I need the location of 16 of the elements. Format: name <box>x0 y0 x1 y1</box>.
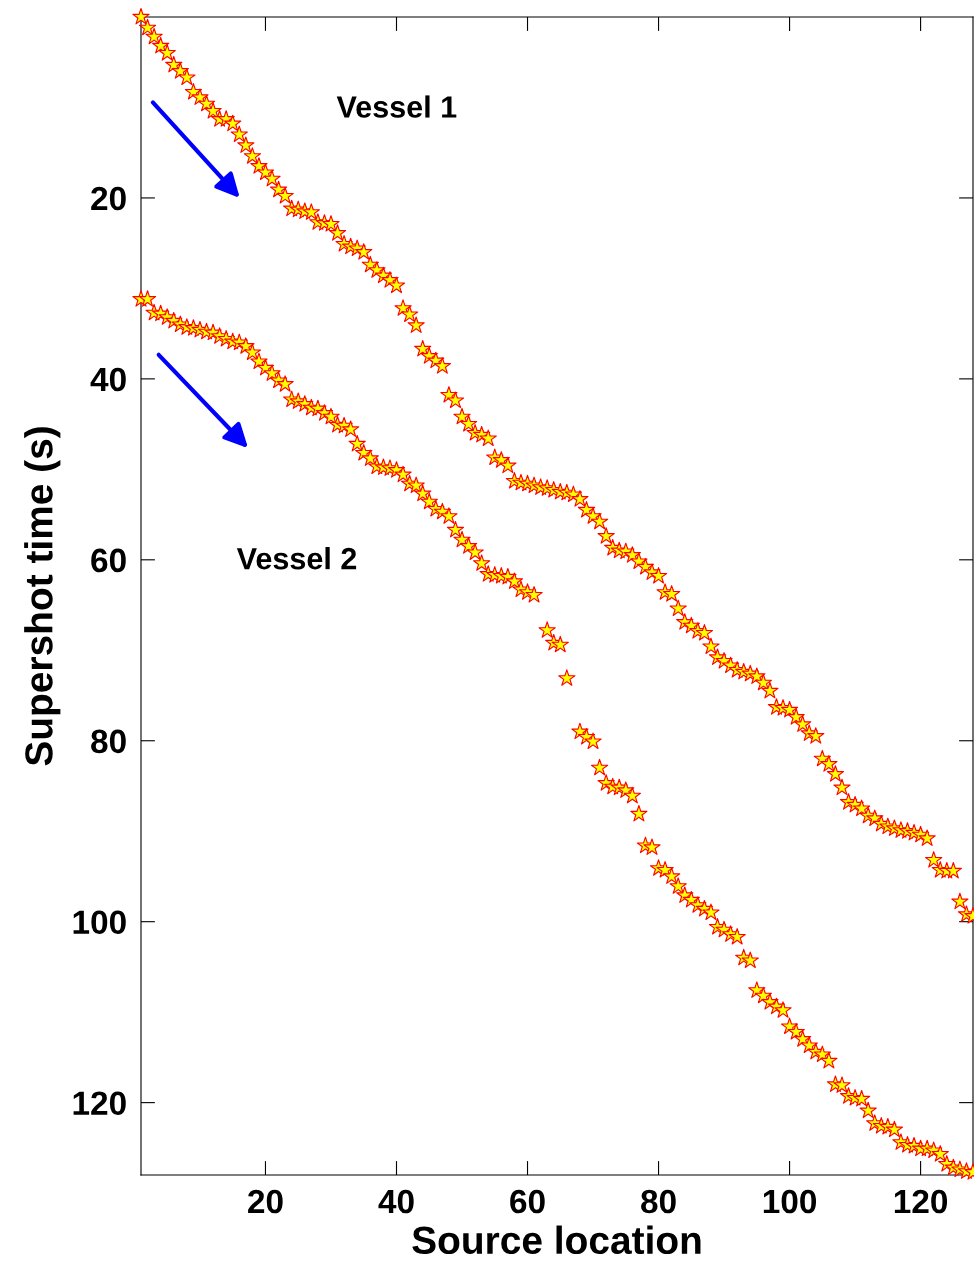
y-tick-label: 80 <box>91 729 126 754</box>
x-tick-label: 20 <box>248 1189 283 1214</box>
y-axis-title: Supershot time (s) <box>24 427 61 766</box>
y-tick-label: 20 <box>91 186 126 211</box>
x-tick-label: 120 <box>894 1189 948 1214</box>
y-tick-label: 60 <box>91 548 126 573</box>
x-tick-label: 100 <box>763 1189 817 1214</box>
x-axis-title: Source location <box>412 1225 701 1255</box>
y-tick-label: 100 <box>73 910 126 935</box>
text: Vessel 1 <box>336 95 457 118</box>
y-tick-label: 120 <box>73 1091 126 1116</box>
x-tick-label: 40 <box>378 1189 414 1214</box>
y-tick-label: 40 <box>90 367 126 392</box>
x-tick-label: 80 <box>641 1189 676 1214</box>
x-tick-label: 60 <box>510 1189 545 1214</box>
text: Vessel 2 <box>236 547 357 570</box>
